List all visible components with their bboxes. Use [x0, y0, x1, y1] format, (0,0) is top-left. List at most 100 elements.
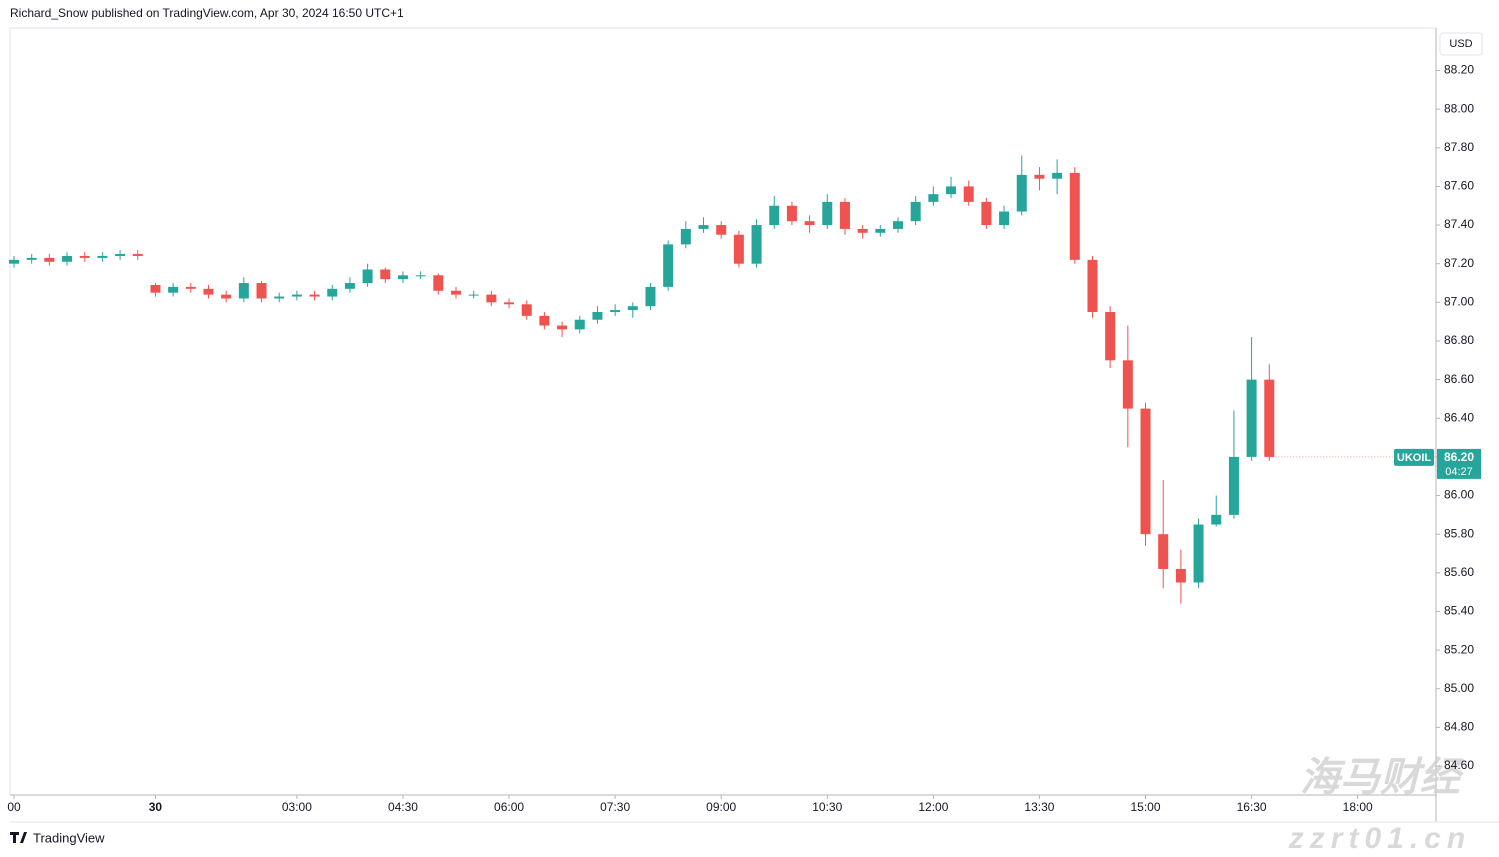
x-tick-label: 16:30	[1237, 800, 1267, 814]
candle-body	[733, 234, 744, 264]
candle-body	[468, 294, 479, 296]
candle-body	[433, 275, 444, 291]
candle-body	[291, 294, 302, 297]
price-tag-label: 86.20	[1444, 450, 1474, 464]
candle-body	[504, 302, 515, 305]
candle-body	[981, 201, 992, 226]
candle-body	[627, 306, 638, 311]
candle-body	[804, 221, 815, 226]
candle-body	[1193, 524, 1204, 583]
candle-body	[521, 304, 532, 316]
candle-body	[574, 319, 585, 330]
candle-body	[486, 294, 497, 303]
header: Richard_Snow published on TradingView.co…	[10, 6, 404, 20]
candle-body	[79, 255, 90, 258]
candle-body	[238, 283, 249, 299]
watermark: 海马财经	[1300, 756, 1465, 800]
candle-body	[256, 283, 267, 299]
y-tick-label: 85.20	[1444, 642, 1474, 656]
candle-body	[839, 201, 850, 229]
y-tick-label: 87.80	[1444, 140, 1474, 154]
candle-body	[168, 286, 179, 293]
candle-body	[680, 228, 691, 245]
candle-body	[592, 312, 603, 320]
x-tick-label: 30	[149, 800, 163, 814]
y-tick-label: 85.60	[1444, 565, 1474, 579]
currency-box[interactable]	[1439, 32, 1483, 56]
candle-body	[1105, 312, 1116, 361]
brand-logo	[10, 832, 27, 843]
x-tick-label: 06:00	[494, 800, 524, 814]
candle-body	[928, 194, 939, 202]
candle-body	[115, 254, 126, 256]
candle-body	[1228, 456, 1239, 515]
x-tick-label: 18:00	[1343, 800, 1373, 814]
y-tick-label: 88.00	[1444, 101, 1474, 115]
y-tick-label: 86.00	[1444, 488, 1474, 502]
x-tick-label: 10:30	[812, 800, 842, 814]
price-tag	[1437, 448, 1481, 479]
y-tick-label: 85.00	[1444, 681, 1474, 695]
candle-body	[132, 254, 143, 256]
candle-body	[963, 186, 974, 202]
candle-body	[344, 283, 355, 289]
symbol-label: UKOIL	[1397, 452, 1432, 464]
x-tick-label: 12:00	[918, 800, 948, 814]
candle-body	[26, 257, 37, 260]
y-tick-label: 84.80	[1444, 720, 1474, 734]
symbol-tag	[1394, 448, 1434, 466]
candle-body	[1158, 534, 1169, 569]
candle-body	[1052, 172, 1063, 179]
candle-body	[857, 228, 868, 233]
plot-frame	[9, 27, 1437, 796]
candle-body	[663, 244, 674, 287]
currency: USD	[1449, 38, 1472, 50]
candle-body	[875, 228, 886, 233]
y-tick-label: 87.60	[1444, 179, 1474, 193]
candle-body	[62, 255, 73, 262]
candle-body	[645, 286, 656, 307]
y-tick-label: 87.20	[1444, 256, 1474, 270]
brand: TradingView	[33, 830, 105, 845]
x-tick-label: 04:30	[388, 800, 418, 814]
candle-body	[786, 205, 797, 222]
candle-body	[44, 257, 55, 262]
y-tick-label: 84.60	[1444, 758, 1474, 772]
candle-body	[1211, 514, 1222, 525]
candle-body	[698, 225, 709, 229]
candle-body	[309, 294, 320, 297]
x-tick-label: 03:00	[282, 800, 312, 814]
candle-body	[221, 294, 232, 299]
y-tick-label: 85.40	[1444, 604, 1474, 618]
y-tick-label: 86.60	[1444, 372, 1474, 386]
y-tick-label: 85.80	[1444, 526, 1474, 540]
candle-body	[203, 288, 214, 295]
x-tick-label: 00	[7, 800, 21, 814]
candle-body	[557, 325, 568, 330]
candle-body	[150, 284, 161, 293]
x-tick-label: 07:30	[600, 800, 630, 814]
x-tick-label: 09:00	[706, 800, 736, 814]
candle-body	[1034, 174, 1045, 179]
candle-body	[185, 286, 196, 289]
candle-body	[1016, 174, 1027, 212]
y-tick-label: 88.20	[1444, 63, 1474, 77]
candle-body	[97, 255, 108, 258]
y-tick-label: 86.80	[1444, 333, 1474, 347]
candle-body	[1264, 379, 1275, 457]
candle-body	[1122, 360, 1133, 409]
candle-body	[999, 211, 1010, 226]
candle-body	[946, 186, 957, 195]
candle-body	[451, 290, 461, 295]
candle-body	[751, 225, 762, 264]
candle-body	[893, 221, 903, 229]
y-tick-label: 87.40	[1444, 217, 1474, 231]
x-tick-label: 15:00	[1131, 800, 1161, 814]
candle-body	[610, 310, 621, 313]
candle-body	[1087, 259, 1098, 313]
candle-body	[1140, 408, 1151, 535]
candle-body	[362, 269, 373, 284]
candle-body	[716, 225, 727, 235]
candle-body	[327, 288, 338, 297]
